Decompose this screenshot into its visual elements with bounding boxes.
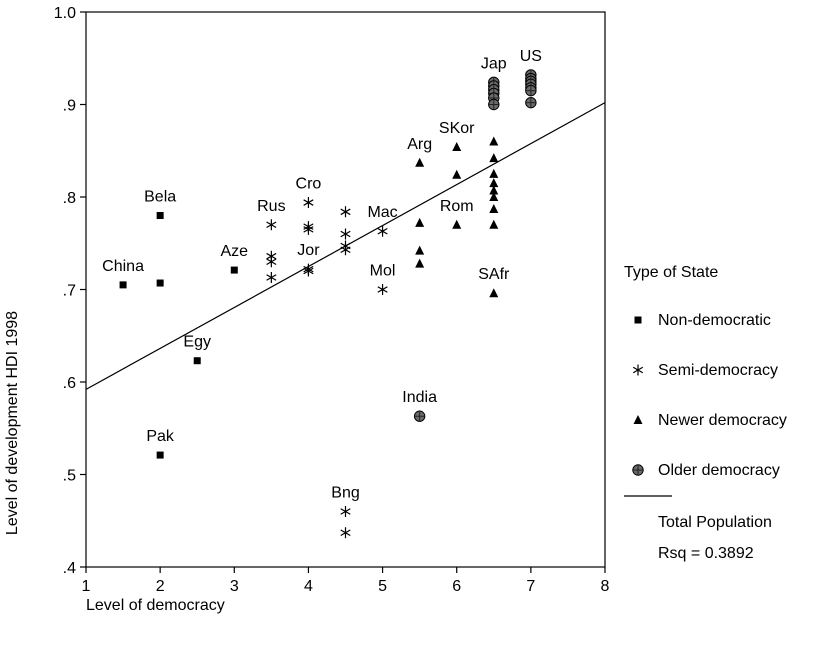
x-axis-label: Level of democracy: [86, 597, 225, 614]
y-tick-label: .7: [63, 283, 76, 300]
point-labels: China Bela Aze Egy Pak Rus Cro Jor Mac Mol Bng Indi…: [102, 48, 542, 502]
point-label: Jap: [481, 55, 507, 72]
point-triangle: [415, 217, 425, 227]
legend-title: Type of State: [624, 264, 718, 281]
point-label: India: [402, 389, 437, 406]
point-label: Mac: [367, 204, 397, 221]
point-square: [156, 279, 164, 287]
point-label: Arg: [407, 136, 432, 153]
point-triangle: [415, 245, 425, 255]
point-triangle: [489, 168, 499, 178]
point-label: Jor: [297, 242, 320, 259]
point-triangle: [489, 185, 499, 195]
point-asterisk: [266, 271, 277, 283]
point-triangle: [489, 153, 499, 163]
point-label: Cro: [296, 176, 322, 193]
x-tick-label: 4: [304, 578, 313, 595]
point-square: [156, 451, 164, 459]
point-triangle: [452, 142, 462, 152]
point-asterisk: [340, 244, 351, 256]
point-asterisk: [303, 265, 314, 277]
point-label: SKor: [439, 120, 475, 137]
legend-triangle-icon: [633, 415, 643, 424]
point-triangle: [489, 192, 499, 201]
point-asterisk: [266, 256, 277, 268]
legend-asterisk-icon: [632, 364, 644, 376]
legend-entry-label: Older democracy: [658, 462, 780, 479]
point-triangle: [452, 169, 462, 179]
point-triangle: [489, 204, 499, 214]
x-tick-label: 3: [230, 578, 239, 595]
point-asterisk: [303, 197, 314, 209]
point-triangle: [415, 258, 425, 268]
x-tick-label: 5: [378, 578, 387, 595]
legend-entry-label: Semi-democracy: [658, 362, 778, 379]
point-triangle: [489, 136, 499, 146]
legend-square-icon: [634, 316, 642, 324]
point-label: Rus: [257, 198, 285, 215]
legend: Type of State Non-democratic Semi-democra…: [624, 264, 787, 562]
y-tick-label: .9: [63, 98, 76, 115]
point-square: [156, 212, 164, 219]
y-tick-label: .5: [63, 468, 76, 485]
y-tick-label: .8: [63, 190, 76, 207]
point-circle: [525, 84, 537, 97]
point-label: Bela: [144, 189, 176, 206]
point-label: Mol: [370, 263, 396, 280]
point-square: [193, 357, 201, 365]
x-tick-label: 1: [82, 578, 91, 595]
point-label: US: [520, 48, 542, 65]
legend-entries: Non-democratic Semi-democracy Newer democr…: [624, 312, 787, 531]
legend-entry-label: Newer democracy: [658, 412, 787, 429]
point-circle: [413, 410, 426, 422]
point-square: [230, 266, 238, 274]
point-label: SAfr: [478, 266, 510, 283]
y-axis-label: Level of development HDI 1998: [4, 311, 21, 535]
x-tick-label: 2: [156, 578, 165, 595]
point-triangle: [415, 157, 425, 167]
y-tick-label: .4: [63, 560, 76, 577]
point-asterisk: [340, 206, 351, 218]
point-label: Egy: [183, 334, 211, 351]
legend-circle-icon: [632, 464, 644, 476]
point-triangle: [489, 288, 499, 298]
legend-entry-label: Total Population: [658, 514, 772, 531]
point-label: Rom: [440, 198, 474, 215]
point-asterisk: [303, 223, 314, 235]
y-tick-label: 1.0: [54, 5, 76, 22]
axis-ticks: 1 2 3 4 5 6 7 8 .4 .5 .6 .7 .8 .9 1.0: [54, 5, 610, 595]
point-triangle: [489, 219, 499, 229]
x-tick-label: 6: [452, 578, 461, 595]
point-label: China: [102, 258, 144, 275]
legend-entry-label: Non-democratic: [658, 312, 771, 329]
legend-rsq: Rsq = 0.3892: [658, 545, 754, 562]
point-asterisk: [340, 527, 351, 539]
y-tick-label: .6: [63, 375, 76, 392]
point-label: Bng: [331, 485, 359, 502]
x-tick-label: 8: [601, 578, 610, 595]
point-label: Pak: [146, 428, 175, 445]
data-points: [119, 69, 537, 539]
point-triangle: [489, 178, 499, 188]
point-circle: [488, 98, 500, 111]
point-asterisk: [340, 506, 351, 517]
point-circle: [525, 96, 537, 109]
point-asterisk: [266, 219, 277, 231]
point-label: Aze: [220, 243, 248, 260]
point-asterisk: [377, 225, 388, 237]
point-square: [119, 281, 127, 289]
x-tick-label: 7: [526, 578, 535, 595]
point-triangle: [452, 219, 462, 229]
point-asterisk: [340, 228, 351, 240]
point-asterisk: [377, 284, 388, 295]
